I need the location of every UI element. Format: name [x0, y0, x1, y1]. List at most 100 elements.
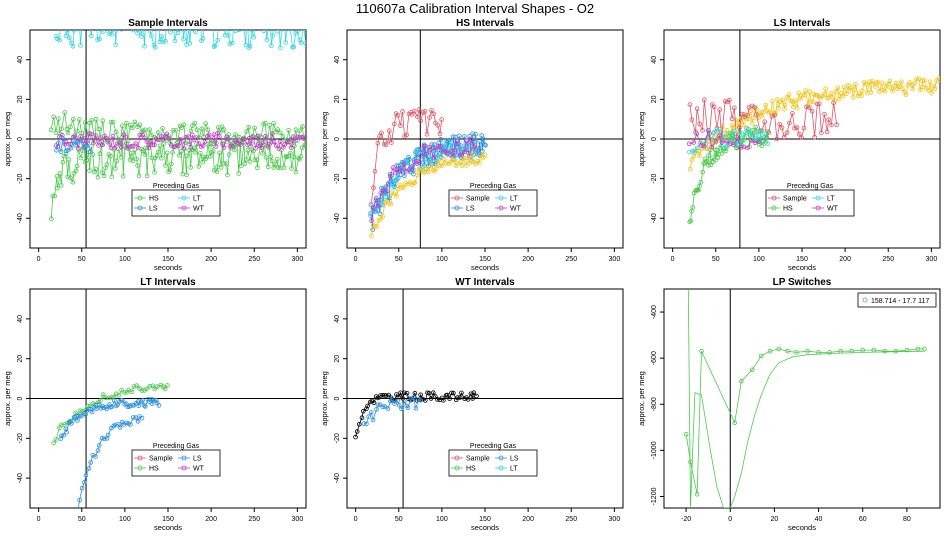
- data-point: [441, 397, 446, 403]
- data-point: [151, 397, 157, 403]
- data-point: [869, 79, 875, 84]
- data-point: [242, 136, 247, 142]
- data-point: [189, 147, 195, 153]
- data-point: [209, 10, 213, 14]
- data-point: [226, 152, 232, 157]
- data-point: [701, 97, 707, 102]
- data-point: [188, 165, 193, 170]
- data-point: [104, 406, 109, 412]
- legend-marker: [454, 465, 460, 471]
- data-point: [89, 33, 94, 39]
- data-point: [470, 131, 476, 137]
- data-point: [303, 142, 306, 148]
- data-point: [752, 105, 757, 110]
- data-point: [719, 151, 725, 156]
- x-tick-label: 40: [815, 516, 823, 523]
- data-point: [196, 164, 202, 169]
- data-point: [399, 168, 405, 173]
- panel-5: WT Intervals 0 50 100 150 200 250 300 -40 -20 0 20 4…: [320, 277, 624, 532]
- data-point: [701, 144, 707, 149]
- data-point: [739, 111, 745, 117]
- x-tick-label: 150: [162, 516, 174, 523]
- data-point: [178, 137, 183, 142]
- data-point: [82, 15, 86, 19]
- data-point: [749, 138, 754, 143]
- data-point: [282, 21, 286, 25]
- data-point: [243, 42, 249, 48]
- y-tick-label: 20: [17, 355, 24, 363]
- data-point: [227, 144, 233, 149]
- data-point: [222, 32, 228, 38]
- data-point: [382, 404, 388, 409]
- data-point: [436, 158, 442, 163]
- data-point: [766, 110, 772, 115]
- data-point: [51, 440, 56, 446]
- data-point: [840, 93, 846, 99]
- data-point: [435, 123, 441, 128]
- x-tick-label: 100: [119, 256, 131, 263]
- data-point: [787, 120, 792, 126]
- data-point: [786, 92, 792, 98]
- data-point: [129, 389, 135, 395]
- data-point: [193, 30, 198, 34]
- data-point: [446, 161, 452, 167]
- y-tick-label: -40: [17, 473, 24, 483]
- data-point: [67, 418, 73, 424]
- data-point: [259, 145, 264, 151]
- data-point: [70, 43, 76, 49]
- data-point: [850, 95, 856, 100]
- data-point: [106, 395, 112, 401]
- data-point: [194, 127, 200, 132]
- data-point: [168, 30, 173, 35]
- data-point: [444, 144, 449, 149]
- data-point: [135, 9, 139, 13]
- x-tick-label: 150: [796, 256, 808, 263]
- data-point: [454, 138, 460, 143]
- x-tick-label: 250: [882, 256, 894, 263]
- data-point: [390, 165, 396, 171]
- data-point: [109, 404, 114, 410]
- data-point: [478, 152, 483, 158]
- data-point: [801, 125, 807, 131]
- data-point: [916, 76, 922, 82]
- data-point: [230, 40, 235, 46]
- data-point: [830, 95, 836, 100]
- data-point: [703, 146, 708, 151]
- data-point: [483, 143, 488, 148]
- legend-entry: HS: [466, 466, 476, 473]
- data-point: [263, 133, 268, 139]
- data-point: [291, 154, 297, 160]
- data-point: [370, 205, 376, 210]
- data-point: [239, 20, 243, 24]
- data-point: [288, 145, 294, 151]
- data-point: [253, 145, 259, 151]
- data-point: [217, 150, 222, 156]
- data-point: [416, 160, 422, 165]
- data-point: [683, 431, 689, 437]
- data-point: [687, 149, 692, 155]
- y-axis-label: approx. per meg: [637, 112, 646, 167]
- data-point: [430, 390, 436, 396]
- series-lt: [54, 9, 306, 50]
- data-point: [474, 149, 479, 155]
- data-point: [388, 201, 394, 207]
- data-point: [735, 136, 740, 142]
- plot-area: [683, 289, 927, 508]
- data-point: [215, 37, 220, 43]
- data-point: [443, 161, 449, 166]
- data-point: [232, 30, 235, 31]
- data-point: [749, 120, 755, 126]
- data-point: [722, 131, 727, 137]
- data-point: [775, 97, 780, 102]
- data-point: [429, 162, 434, 168]
- x-axis-label: seconds: [154, 523, 182, 532]
- data-point: [452, 149, 457, 154]
- data-point: [177, 153, 182, 158]
- data-point: [439, 163, 445, 168]
- panel-title: LS Intervals: [774, 18, 831, 29]
- x-tick-label: 150: [162, 256, 174, 263]
- data-point: [756, 139, 762, 145]
- data-point: [369, 233, 374, 239]
- data-point: [395, 398, 400, 404]
- data-point: [154, 398, 159, 403]
